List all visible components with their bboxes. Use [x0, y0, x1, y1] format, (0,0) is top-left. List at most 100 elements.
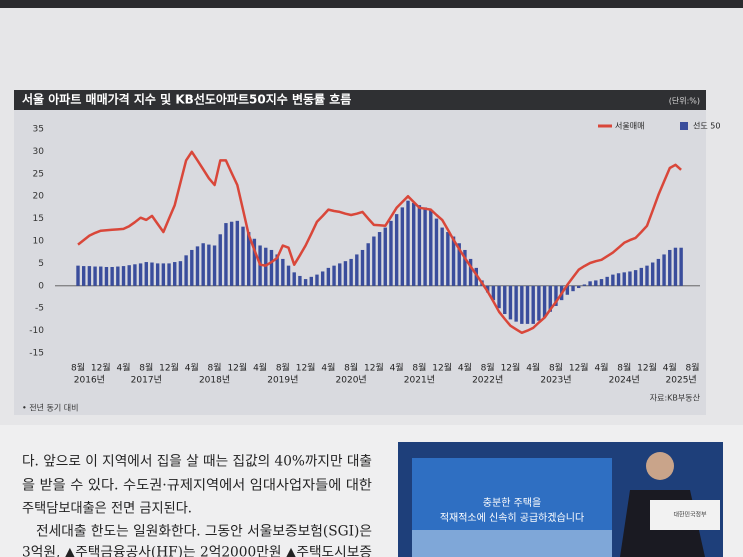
bar [497, 285, 501, 309]
bar [554, 285, 558, 306]
x-tick-label: 4월 [594, 362, 608, 374]
x-tick-label: 12월 [91, 362, 111, 374]
y-tick-label: 20 [33, 192, 45, 202]
bar [400, 207, 405, 286]
x-year-label: 2021년 [404, 375, 435, 386]
legend-swatch [680, 122, 688, 130]
bar [343, 261, 348, 286]
bar [161, 263, 166, 286]
bar [212, 245, 217, 286]
y-tick-label: -5 [35, 304, 44, 314]
bar [429, 209, 433, 286]
bar [679, 247, 683, 286]
y-tick-label: -15 [29, 349, 44, 359]
bar [167, 263, 171, 286]
bar [241, 226, 245, 286]
bar [542, 285, 547, 318]
x-tick-label: 4월 [117, 362, 131, 374]
bar [349, 258, 353, 286]
bar [235, 220, 240, 286]
x-year-label: 2020년 [336, 375, 367, 386]
line [77, 150, 682, 335]
bar [599, 279, 604, 286]
x-tick-label: 4월 [321, 362, 335, 374]
footnote: • 전년 동기 대비 [22, 403, 79, 413]
x-tick-label: 8월 [139, 362, 153, 374]
bar [303, 279, 308, 286]
x-tick-label: 4월 [526, 362, 540, 374]
article-line: 3억원, ▲주택금융공사(HF)는 2억2000만원 ▲주택도시보증 [22, 545, 372, 557]
bar [81, 266, 86, 286]
bar [662, 254, 666, 286]
screen-edge [0, 0, 743, 8]
bar [338, 263, 342, 286]
legend-label: 서울매매 [615, 122, 644, 131]
bar [121, 266, 126, 286]
bar [360, 249, 365, 286]
y-tick-label: 30 [33, 147, 45, 157]
bar [383, 227, 387, 286]
y-tick-label: 25 [33, 169, 44, 179]
legend-label: 선도 50 [693, 122, 720, 131]
article-line: 을 받을 수 있다. 수도권·규제지역에서 임대사업자들에 대한 [22, 478, 372, 494]
bar [423, 207, 427, 286]
bar [628, 271, 632, 286]
bar [275, 254, 279, 286]
bar [355, 254, 359, 286]
bar [150, 262, 154, 286]
bar [99, 266, 103, 286]
bar [218, 234, 222, 286]
bar [645, 265, 649, 286]
bar [457, 243, 461, 286]
bar [622, 272, 626, 286]
y-tick-label: 0 [38, 281, 44, 291]
x-tick-label: 8월 [686, 362, 700, 374]
bar [366, 243, 370, 286]
bar [110, 266, 114, 286]
bar [525, 285, 530, 324]
speaker-head [646, 452, 674, 480]
bar [155, 263, 160, 286]
bar [292, 272, 296, 286]
x-tick-label: 12월 [296, 362, 316, 374]
x-year-label: 2025년 [666, 375, 697, 386]
y-tick-label: 10 [33, 237, 45, 247]
x-year-label: 2024년 [609, 375, 640, 386]
bar [229, 221, 234, 286]
bar [633, 270, 638, 286]
x-tick-label: 4월 [663, 362, 677, 374]
y-tick-label: 15 [33, 214, 44, 224]
x-tick-label: 8월 [71, 362, 85, 374]
bar [537, 285, 541, 321]
screen-text: 적재적소에 신속히 공급하겠습니다 [440, 511, 584, 524]
x-tick-label: 4월 [390, 362, 404, 374]
screen-text: 충분한 주택을 [483, 497, 541, 509]
x-year-label: 2016년 [74, 375, 105, 386]
bar [668, 249, 672, 286]
bar [104, 266, 109, 286]
bar [315, 274, 319, 286]
y-tick-label: -10 [29, 326, 44, 336]
bar [656, 258, 661, 286]
bar [434, 218, 439, 286]
bar [503, 285, 507, 315]
bar [320, 271, 325, 286]
bar [650, 262, 655, 286]
bar [372, 236, 376, 286]
bar [87, 266, 92, 286]
x-tick-label: 12월 [159, 362, 179, 374]
bar [565, 285, 570, 295]
bar [582, 284, 587, 286]
article-line: 주택담보대출은 전면 금지된다. [22, 501, 192, 517]
article-line: 다. 앞으로 이 지역에서 집을 살 때는 집값의 40%까지만 대출 [22, 454, 372, 470]
bar [184, 255, 188, 286]
bar [332, 265, 336, 286]
bar [616, 273, 621, 286]
chart-title: 서울 아파트 매매가격 지수 및 KB선도아파트50지수 변동률 흐름 [22, 92, 351, 107]
podium-text: 대한민국정부 [673, 511, 707, 519]
article-line: 전세대출 한도는 일원화한다. 그동안 서울보증보험(SGI)은 [36, 524, 372, 540]
bar [309, 276, 313, 286]
bar [116, 266, 120, 286]
bar [93, 266, 97, 286]
